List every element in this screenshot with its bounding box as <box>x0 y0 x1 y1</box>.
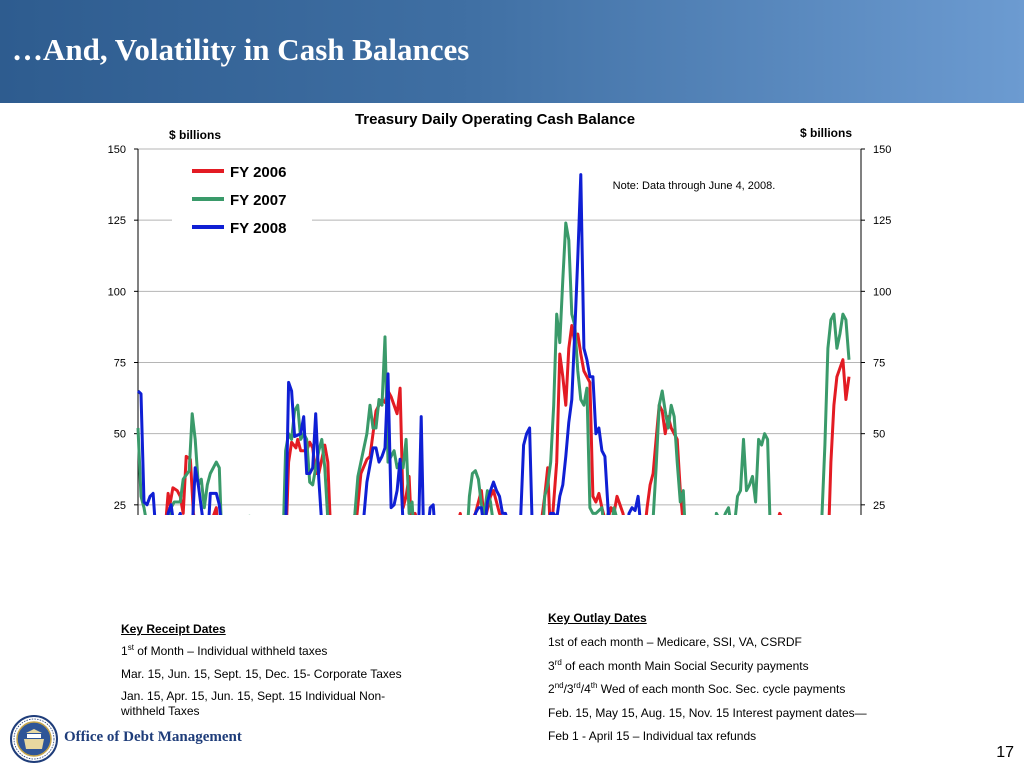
outlay-line-3: 2nd/3rd/4th Wed of each month Soc. Sec. … <box>548 681 846 697</box>
right-axis-unit-label: $ billions <box>800 126 852 140</box>
left-axis-unit-label: $ billions <box>169 128 221 142</box>
y-tick-label-left: 125 <box>108 215 126 227</box>
y-tick-label-left: 50 <box>114 429 126 441</box>
receipt-dates-heading: Key Receipt Dates <box>121 622 226 636</box>
chart-note: Note: Data through June 4, 2008. <box>613 180 776 192</box>
series-line-fy-2007 <box>136 221 851 515</box>
title-banner <box>0 0 1024 103</box>
y-tick-label-left: 75 <box>114 358 126 370</box>
office-name: Office of Debt Management <box>64 729 242 745</box>
outlay-line-1: 1st of each month – Medicare, SSI, VA, C… <box>548 635 802 650</box>
page-number: 17 <box>996 744 1014 761</box>
y-tick-label-right: 100 <box>873 286 891 298</box>
series-line-fy-2008 <box>136 173 642 515</box>
receipt-dates-section: Key Receipt Dates 1st of Month – Individ… <box>121 622 421 718</box>
y-tick-label-left: 150 <box>108 144 126 156</box>
legend-label: FY 2008 <box>230 220 286 237</box>
y-tick-label-right: 25 <box>873 500 885 512</box>
receipt-line-3: Jan. 15, Apr. 15, Jun. 15, Sept. 15 Indi… <box>121 689 386 718</box>
legend-label: FY 2007 <box>230 192 286 209</box>
outlay-dates-heading: Key Outlay Dates <box>548 611 647 625</box>
slide-title: …And, Volatility in Cash Balances <box>12 32 470 67</box>
receipt-line-1: 1st of Month – Individual withheld taxes <box>121 643 328 659</box>
y-tick-label-right: 50 <box>873 429 885 441</box>
treasury-seal-logo <box>10 715 58 763</box>
y-tick-label-right: 125 <box>873 215 891 227</box>
receipt-line-2: Mar. 15, Jun. 15, Sept. 15, Dec. 15- Cor… <box>121 666 402 681</box>
gridlines <box>138 148 861 506</box>
cash-balance-chart: Treasury Daily Operating Cash Balance $ … <box>108 111 891 515</box>
outlay-line-5: Feb 1 - April 15 – Individual tax refund… <box>548 728 757 743</box>
chart-legend: FY 2006 FY 2007 FY 2008 <box>172 157 312 243</box>
y-tick-label-left: 100 <box>108 286 126 298</box>
chart-title: Treasury Daily Operating Cash Balance <box>355 111 635 128</box>
y-tick-label-right: 150 <box>873 144 891 156</box>
legend-label: FY 2006 <box>230 164 286 181</box>
series-lines <box>136 173 851 515</box>
y-tick-label-left: 25 <box>114 500 126 512</box>
outlay-line-2: 3rd of each month Main Social Security p… <box>548 657 809 673</box>
outlay-dates-section: Key Outlay Dates 1st of each month – Med… <box>548 611 908 743</box>
y-tick-label-right: 75 <box>873 358 885 370</box>
outlay-line-4: Feb. 15, May 15, Aug. 15, Nov. 15 Intere… <box>548 705 867 720</box>
